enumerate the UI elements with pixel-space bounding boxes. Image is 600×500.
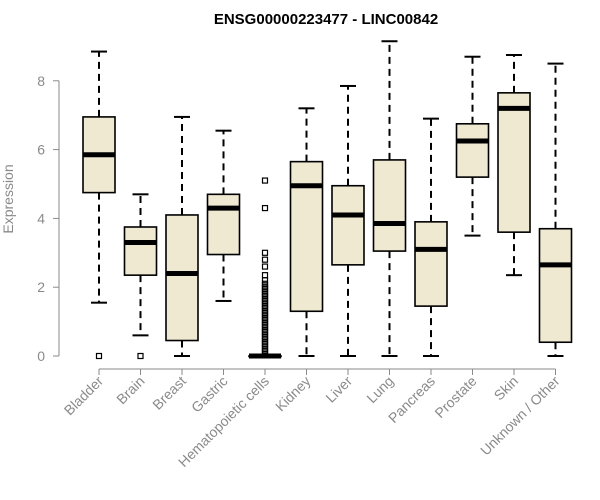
outlier-point xyxy=(261,327,269,334)
outlier-point xyxy=(261,280,269,287)
box-body xyxy=(372,159,407,252)
outlier-point xyxy=(261,320,269,327)
box-body xyxy=(414,221,448,307)
outlier-point xyxy=(261,301,269,308)
outlier-point xyxy=(261,316,269,323)
outlier-point xyxy=(261,284,269,291)
box-skin xyxy=(497,54,531,277)
outlier-point xyxy=(261,177,269,184)
outlier-point xyxy=(261,204,269,212)
box-body xyxy=(538,227,573,344)
outlier-point xyxy=(261,287,269,294)
x-tick-label: Kidney xyxy=(272,373,314,415)
box-prostate xyxy=(455,55,490,237)
outlier-point xyxy=(261,330,269,337)
outlier-point xyxy=(261,294,269,301)
outlier-point xyxy=(261,344,269,351)
outlier-point xyxy=(261,315,269,322)
x-tick-label: Brain xyxy=(113,373,147,407)
outlier-point xyxy=(261,263,269,270)
outlier-point xyxy=(261,306,269,313)
outlier-point xyxy=(261,304,269,311)
outlier-point xyxy=(261,318,269,325)
outlier-point xyxy=(261,309,269,317)
outlier-point xyxy=(261,323,269,330)
box-breast xyxy=(165,115,199,357)
box-unknown-other xyxy=(538,62,573,357)
x-tick-label: Bladder xyxy=(61,373,107,419)
box-pancreas xyxy=(414,117,448,357)
outlier-point xyxy=(261,272,269,279)
box-body xyxy=(165,214,199,342)
outlier-point xyxy=(261,256,269,263)
outlier-point xyxy=(261,333,269,341)
outlier-point xyxy=(261,332,269,339)
box-body xyxy=(455,123,490,178)
box-gastric xyxy=(206,129,241,302)
outlier-point xyxy=(261,321,269,329)
chart-title: ENSG00000223477 - LINC00842 xyxy=(214,11,438,28)
outlier-point xyxy=(261,249,269,256)
plot-area xyxy=(82,40,573,360)
y-tick-label: 8 xyxy=(37,73,45,89)
outlier-point xyxy=(261,296,269,303)
outlier-point xyxy=(95,352,103,360)
box-body xyxy=(497,92,531,233)
outlier-point xyxy=(261,290,269,298)
outlier-point xyxy=(261,337,269,344)
outlier-point xyxy=(261,340,269,348)
box-liver xyxy=(331,84,365,357)
x-tick-label: Liver xyxy=(322,373,355,406)
box-body xyxy=(331,184,365,266)
outlier-point xyxy=(261,289,269,296)
outlier-point xyxy=(261,297,269,305)
outlier-point xyxy=(137,352,144,360)
box-lung xyxy=(372,40,407,357)
y-tick-label: 0 xyxy=(37,348,45,364)
box-body xyxy=(123,226,158,276)
x-tick-label: Prostate xyxy=(431,373,479,421)
outlier-point xyxy=(261,308,269,315)
outlier-point xyxy=(261,347,269,354)
outlier-point xyxy=(261,299,269,306)
outlier-point xyxy=(261,311,269,318)
outlier-point xyxy=(261,292,269,299)
box-kidney xyxy=(289,107,324,357)
box-bladder xyxy=(82,50,116,360)
box-body xyxy=(206,193,241,256)
y-tick-label: 2 xyxy=(37,279,45,295)
y-tick-label: 6 xyxy=(37,142,45,158)
x-tick-label: Breast xyxy=(149,373,189,413)
outlier-point xyxy=(261,335,269,342)
box-brain xyxy=(123,193,158,360)
outlier-point xyxy=(261,282,269,289)
x-tick-label: Lung xyxy=(363,373,396,406)
outlier-point xyxy=(261,346,269,353)
outlier-point xyxy=(261,285,269,293)
outlier-point xyxy=(261,277,269,284)
x-tick-label: Unknown / Other xyxy=(477,373,563,459)
outlier-point xyxy=(261,303,269,310)
x-tick-label: Skin xyxy=(491,373,522,404)
outlier-point xyxy=(261,342,269,349)
box-hematopoietic-cells xyxy=(248,177,282,359)
y-axis-label: Expression xyxy=(0,164,16,233)
outlier-point xyxy=(261,328,269,336)
y-tick-label: 4 xyxy=(37,210,45,226)
outlier-point xyxy=(261,313,269,320)
outlier-point xyxy=(261,325,269,332)
outlier-point xyxy=(261,339,269,346)
